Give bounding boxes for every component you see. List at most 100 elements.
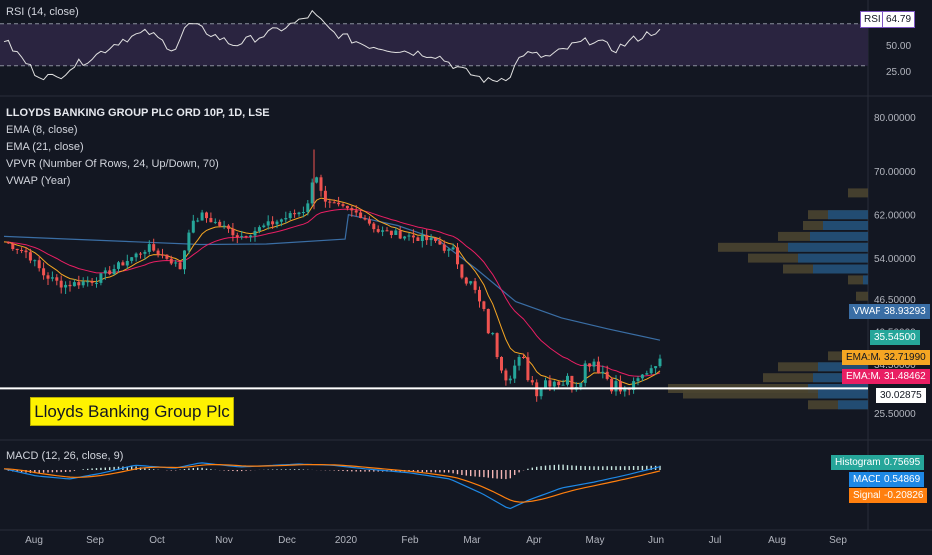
candle <box>200 212 204 221</box>
candle <box>213 221 217 223</box>
text-annotation[interactable]: Lloyds Banking Group Plc <box>30 397 234 426</box>
study-ema21[interactable]: EMA (21, close) <box>6 141 84 153</box>
candle <box>478 289 481 302</box>
candle <box>588 363 592 367</box>
time-tick-label: Oct <box>149 535 165 546</box>
price-tick-label: 46.50000 <box>874 295 916 306</box>
candle <box>464 277 468 284</box>
candle <box>319 177 323 191</box>
candle <box>429 237 433 241</box>
candle <box>381 230 385 232</box>
ema8-tag-label: EMA:MA <box>842 350 890 365</box>
candle <box>174 262 178 264</box>
candle <box>108 270 112 275</box>
candle <box>367 219 371 224</box>
macd-pane[interactable] <box>3 462 661 510</box>
candle <box>103 270 107 274</box>
rsi-line <box>3 9 661 84</box>
signal-line <box>3 464 661 503</box>
ema8-tag-value: 32.71990 <box>880 350 930 365</box>
candle <box>345 205 349 209</box>
candle <box>112 269 116 275</box>
candle <box>284 218 288 220</box>
candle <box>544 380 547 388</box>
candle <box>147 244 151 252</box>
candle <box>557 381 561 386</box>
candle <box>566 375 569 385</box>
candle <box>266 221 270 226</box>
candle <box>187 232 191 251</box>
candle <box>552 381 556 387</box>
time-tick-label: 2020 <box>335 535 358 546</box>
candle <box>279 219 283 222</box>
vpvr-up-bar <box>788 242 868 252</box>
candle <box>420 235 424 241</box>
candle <box>495 333 499 357</box>
candle <box>601 371 605 374</box>
candle <box>90 281 94 283</box>
candle <box>59 280 63 288</box>
candle <box>86 281 90 283</box>
candle <box>469 281 473 284</box>
rsi-pane[interactable] <box>0 9 868 84</box>
vpvr-up-bar <box>823 221 868 230</box>
candle <box>508 378 512 381</box>
macd-title[interactable]: MACD (12, 26, close, 9) <box>6 450 124 462</box>
candle <box>394 230 398 235</box>
candle <box>323 190 327 202</box>
candle <box>513 365 517 379</box>
candle <box>42 268 46 276</box>
price-pane[interactable] <box>0 149 868 402</box>
price-tick-label: 62.00000 <box>874 211 916 222</box>
time-tick-label: Dec <box>278 535 296 546</box>
vpvr-up-bar <box>863 275 868 285</box>
candle <box>271 221 275 225</box>
last-price-tag: 35.54500 <box>870 330 920 345</box>
candle <box>205 212 208 219</box>
vpvr-down-bar <box>848 188 868 198</box>
candle <box>293 213 297 215</box>
ema21-tag-label: EMA:MA <box>842 369 890 384</box>
ema8-line <box>3 197 661 386</box>
study-vwap[interactable]: VWAP (Year) <box>6 175 71 187</box>
candle <box>522 357 525 358</box>
candle <box>257 227 261 231</box>
histogram-tag-label: Histogram <box>831 455 885 470</box>
time-tick-label: Apr <box>526 535 542 546</box>
time-tick-label: Aug <box>25 535 43 546</box>
candle <box>297 212 301 215</box>
price-tick-label: 25.50000 <box>874 409 916 420</box>
candle <box>354 210 358 213</box>
candle <box>640 374 644 379</box>
time-tick-label: Mar <box>463 535 481 546</box>
signal-tag-value: -0.20826 <box>880 488 928 503</box>
candle <box>618 381 622 392</box>
price-tick-label: 70.00000 <box>874 167 916 178</box>
candle <box>253 230 257 236</box>
symbol-title[interactable]: LLOYDS BANKING GROUP PLC ORD 10P, 1D, LS… <box>6 107 270 119</box>
candle <box>306 203 310 212</box>
time-tick-label: May <box>586 535 605 546</box>
candle <box>350 208 354 211</box>
candle <box>460 264 464 278</box>
rsi-title[interactable]: RSI (14, close) <box>6 6 79 18</box>
study-vpvr[interactable]: VPVR (Number Of Rows, 24, Up/Down, 70) <box>6 158 219 170</box>
candle <box>425 235 429 241</box>
axes: 80.00000 70.00000 62.00000 54.00000 46.50000… <box>25 15 916 547</box>
candle <box>447 249 451 251</box>
vpvr-down-bar <box>848 275 868 285</box>
candle <box>99 273 103 283</box>
candle <box>301 212 305 213</box>
ema21-tag-value: 31.48462 <box>880 369 930 384</box>
candle <box>143 251 147 254</box>
candle <box>491 333 495 335</box>
candle <box>249 235 253 237</box>
candle <box>152 244 156 251</box>
study-ema8[interactable]: EMA (8, close) <box>6 124 78 136</box>
candle <box>337 202 341 205</box>
candle <box>315 177 319 183</box>
candle <box>288 213 292 218</box>
time-tick-label: Sep <box>86 535 104 546</box>
